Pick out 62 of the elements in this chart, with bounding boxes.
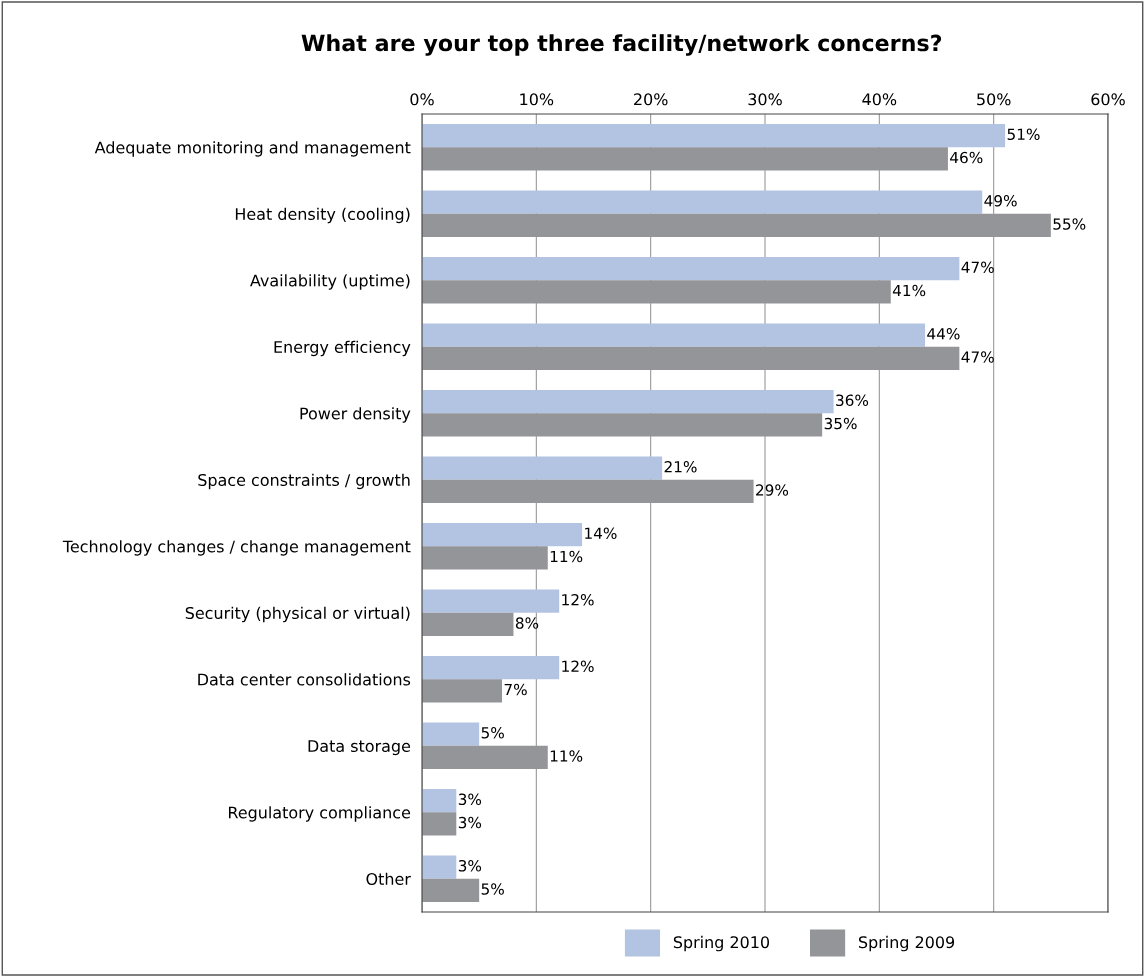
data-label: 12% (562, 660, 594, 673)
y-tick-label: Heat density (cooling) (235, 207, 410, 224)
y-tick-label: Other (366, 872, 411, 886)
data-label: 3% (458, 816, 482, 829)
data-label: 14% (585, 527, 617, 540)
bar (422, 679, 503, 703)
bar (422, 589, 560, 613)
chart-title: What are your top three facility/network concerns? (301, 34, 942, 56)
bar (422, 190, 983, 214)
data-label: 11% (550, 550, 583, 563)
y-tick-label: Security (physical or virtual) (185, 606, 410, 623)
data-label: 11% (550, 750, 583, 762)
x-tick-label: 20% (634, 93, 668, 106)
data-label: 55% (1053, 218, 1086, 230)
bar (422, 855, 457, 879)
data-label: 51% (1007, 128, 1040, 141)
y-tick-label: Adequate monitoring and management (94, 141, 411, 157)
bar (422, 123, 1006, 148)
x-tick-label: 30% (748, 93, 782, 106)
bar (422, 788, 457, 813)
data-label: 36% (836, 394, 869, 407)
y-tick-label: Power density (300, 407, 411, 423)
data-label: 12% (562, 593, 594, 606)
legend-label: Spring 2009 (858, 935, 955, 952)
bar (422, 256, 960, 281)
bar (422, 522, 583, 547)
data-label: 21% (664, 460, 697, 473)
bar (422, 655, 560, 680)
data-label: 49% (984, 194, 1017, 207)
data-label: 8% (515, 617, 539, 629)
data-label: 7% (504, 683, 527, 696)
y-tick-label: Technology changes / change management (62, 540, 411, 556)
bar (422, 878, 480, 903)
bar (422, 323, 926, 347)
y-tick-label: Space constraints / growth (198, 473, 410, 490)
bar (422, 722, 480, 746)
data-label: 29% (756, 484, 789, 496)
data-label: 44% (927, 327, 960, 340)
x-tick-label: 10% (520, 93, 554, 106)
data-label: 47% (961, 351, 994, 363)
x-tick-label: 50% (977, 93, 1011, 106)
legend-label: Spring 2010 (673, 935, 770, 952)
data-label: 3% (458, 793, 482, 806)
y-tick-label: Data storage (308, 740, 411, 756)
data-label: 46% (950, 151, 983, 164)
y-tick-label: Data center consolidations (198, 673, 411, 686)
bar (422, 389, 834, 414)
bar (422, 812, 457, 836)
y-tick-label: Regulatory compliance (228, 806, 411, 822)
data-label: 35% (824, 417, 857, 430)
data-label: 5% (481, 726, 504, 739)
data-label: 5% (481, 883, 504, 895)
data-label: 47% (961, 261, 994, 274)
x-tick-label: 60% (1091, 93, 1125, 106)
data-label: 3% (458, 859, 482, 872)
data-label: 41% (892, 284, 926, 297)
x-tick-label: 40% (862, 93, 897, 106)
x-tick-label: 0% (410, 93, 434, 106)
y-tick-label: Availability (uptime) (250, 274, 410, 290)
y-tick-label: Energy efficiency (274, 340, 411, 357)
bar (422, 456, 663, 480)
bar (422, 612, 514, 637)
